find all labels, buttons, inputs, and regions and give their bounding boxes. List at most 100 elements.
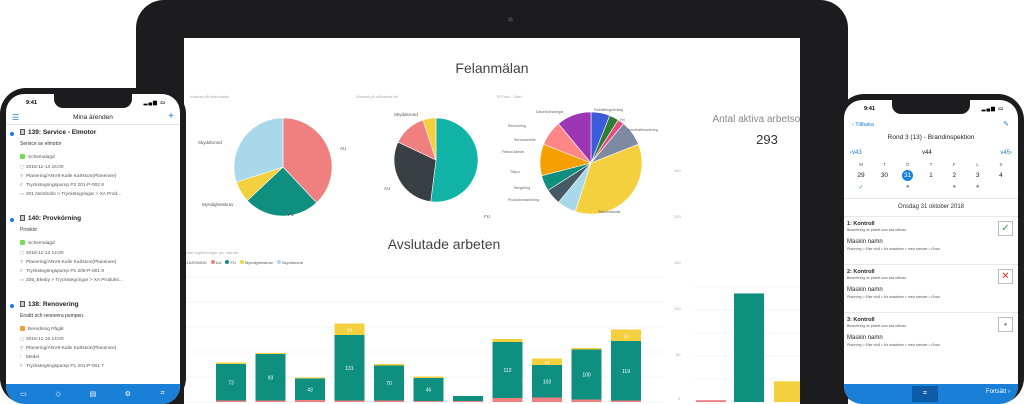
weekday: O — [905, 162, 910, 167]
task-item[interactable]: 1: Kontroll Beskrivning av jobbet som sk… — [844, 216, 1018, 264]
person-icon: ⚲ — [20, 259, 24, 264]
next-week-button[interactable]: v45› — [1000, 150, 1012, 156]
calendar-day[interactable]: 30 — [880, 172, 888, 179]
scan-icon[interactable]: ⌗ — [912, 386, 938, 402]
bar-segment[interactable] — [571, 399, 602, 403]
pie1-label-skyddsrond: Skyddsrond — [198, 140, 222, 145]
order-item[interactable]: 140: Provkörning Provkör Schemalagd ▢ 201… — [6, 214, 180, 302]
bar-segment[interactable] — [611, 400, 641, 403]
bar-segment[interactable] — [413, 401, 444, 402]
pie-slice[interactable] — [234, 118, 284, 183]
inbox-icon[interactable]: ▭ — [20, 391, 27, 398]
pie-slice[interactable] — [422, 118, 437, 161]
bar-segment[interactable] — [295, 378, 325, 401]
bar-segment[interactable] — [374, 400, 404, 403]
status-bar: 9:41 ▂▄▆ ▭ — [6, 100, 180, 110]
bar-segment[interactable] — [295, 400, 325, 402]
bar-segment[interactable] — [374, 364, 404, 366]
edit-icon[interactable]: ✎ — [1003, 121, 1009, 128]
calendar-day[interactable]: 3 — [975, 172, 980, 179]
kpi-tick: 0 — [678, 396, 681, 401]
pie-slice[interactable] — [394, 141, 437, 202]
bar-segment[interactable] — [413, 376, 444, 379]
legend-item-au[interactable]: AU — [210, 260, 221, 265]
document-icon — [20, 301, 25, 307]
bar-value-label: 70 — [386, 381, 392, 387]
legend-item-skyddsrond[interactable]: Skyddsrond — [276, 260, 303, 265]
bar-segment[interactable] — [413, 378, 444, 401]
pie1-caption: Klassat på felanmälan — [190, 94, 230, 99]
menu-icon[interactable]: ☰ — [12, 113, 20, 122]
pending-dot-icon[interactable]: ● — [998, 317, 1013, 332]
bar-segment[interactable] — [216, 362, 246, 365]
legend-item-myndighetskrav[interactable]: Myndighetskrav — [239, 260, 273, 265]
scan-icon[interactable]: ⌗ — [160, 390, 165, 397]
calendar-day[interactable]: 1 — [929, 172, 933, 179]
pie-slice[interactable] — [558, 112, 592, 164]
equipment-text: Tryckstegringspump P2 201-P-002 8 — [26, 183, 104, 188]
prev-week-button[interactable]: ‹v43 — [850, 150, 862, 156]
bar-segment[interactable] — [571, 349, 602, 400]
order-title: 139: Service - Elmotor — [28, 129, 97, 136]
status-chip — [20, 326, 25, 331]
tab-bar: ▭ ◇ ▤ ⚙ ⌗ — [6, 384, 180, 404]
calendar-day[interactable]: 2 — [952, 172, 957, 179]
kpi-bar[interactable] — [734, 293, 764, 402]
gear-icon[interactable]: ⚙ — [124, 391, 131, 398]
bar-segment[interactable] — [611, 329, 641, 342]
kpi-bar[interactable] — [696, 400, 726, 402]
pie2-label-au: AU — [384, 186, 391, 191]
back-button[interactable]: ‹ Tillbaka — [852, 122, 874, 128]
checkmark-icon[interactable]: ✓ — [998, 221, 1013, 236]
bar-segment[interactable] — [453, 396, 483, 401]
calendar-day[interactable]: 29 — [857, 172, 865, 179]
bar-segment[interactable] — [571, 348, 602, 350]
bar-value-label: 112 — [504, 368, 512, 374]
bar-segment[interactable] — [255, 400, 286, 403]
order-item[interactable]: 138: Renovering Ersätt och renovera pump… — [6, 300, 180, 382]
pie-slice[interactable] — [282, 118, 332, 204]
person-text: Planering/ANV8-Kalle Karlsson(Planerare) — [26, 174, 117, 179]
bar-segment[interactable] — [492, 339, 523, 342]
bar-segment[interactable] — [532, 358, 562, 366]
cube-icon[interactable]: ◇ — [55, 391, 61, 398]
bar-segment[interactable] — [216, 364, 246, 401]
bar-segment[interactable] — [453, 401, 483, 402]
pie-slice[interactable] — [574, 143, 642, 214]
bar-segment[interactable] — [374, 365, 404, 401]
bar-segment[interactable] — [295, 377, 325, 379]
calendar-day[interactable]: 4 — [999, 172, 1003, 179]
order-item[interactable]: 139: Service - Elmotor Service av elmoto… — [6, 128, 180, 226]
bar-segment[interactable] — [216, 400, 246, 403]
task-item[interactable]: 2: Kontroll Beskrivning av jobbet som sk… — [844, 264, 1018, 312]
document-icon[interactable]: ▤ — [89, 391, 97, 398]
bar-segment[interactable] — [532, 365, 562, 398]
bar-segment[interactable] — [532, 397, 562, 403]
bar-segment[interactable] — [334, 323, 365, 336]
task-machine: Maskin namn — [847, 287, 883, 293]
status-time: 9:41 — [26, 100, 38, 106]
continue-button[interactable]: Fortsätt › — [986, 389, 1010, 395]
calendar-day-selected[interactable]: 31 — [897, 170, 919, 181]
bar-segment[interactable] — [255, 353, 286, 354]
bar-segment[interactable] — [611, 341, 641, 401]
kpi-tick: 50 — [676, 352, 681, 357]
bar-segment[interactable] — [492, 342, 523, 398]
task-item[interactable]: 3: Kontroll Beskrivning av jobbet som sk… — [844, 312, 1018, 362]
add-icon[interactable]: + — [168, 111, 174, 122]
pie1-label-myndighetskrav: Myndighetskrav — [202, 202, 234, 207]
status-time: 9:41 — [864, 106, 876, 112]
bar-segment[interactable] — [334, 335, 365, 401]
pie-slice[interactable] — [246, 166, 317, 216]
kpi-bar[interactable] — [774, 381, 800, 402]
right-phone-screen: 9:41 ▂▄▆ ▭ ‹ Tillbaka ✎ Rond 3 (13) - Br… — [844, 100, 1018, 404]
bar-segment[interactable] — [255, 354, 286, 401]
bar-value-label: 43 — [307, 387, 313, 393]
legend-item-fu[interactable]: FU — [225, 260, 236, 265]
pie3-label-8: Felkod Allmän — [502, 150, 524, 154]
close-icon[interactable]: ✕ — [998, 269, 1013, 284]
pie-slice[interactable] — [430, 118, 478, 202]
bar-segment[interactable] — [334, 400, 365, 403]
bar-segment[interactable] — [492, 398, 523, 402]
chevron-left-icon: ‹ — [852, 122, 856, 128]
